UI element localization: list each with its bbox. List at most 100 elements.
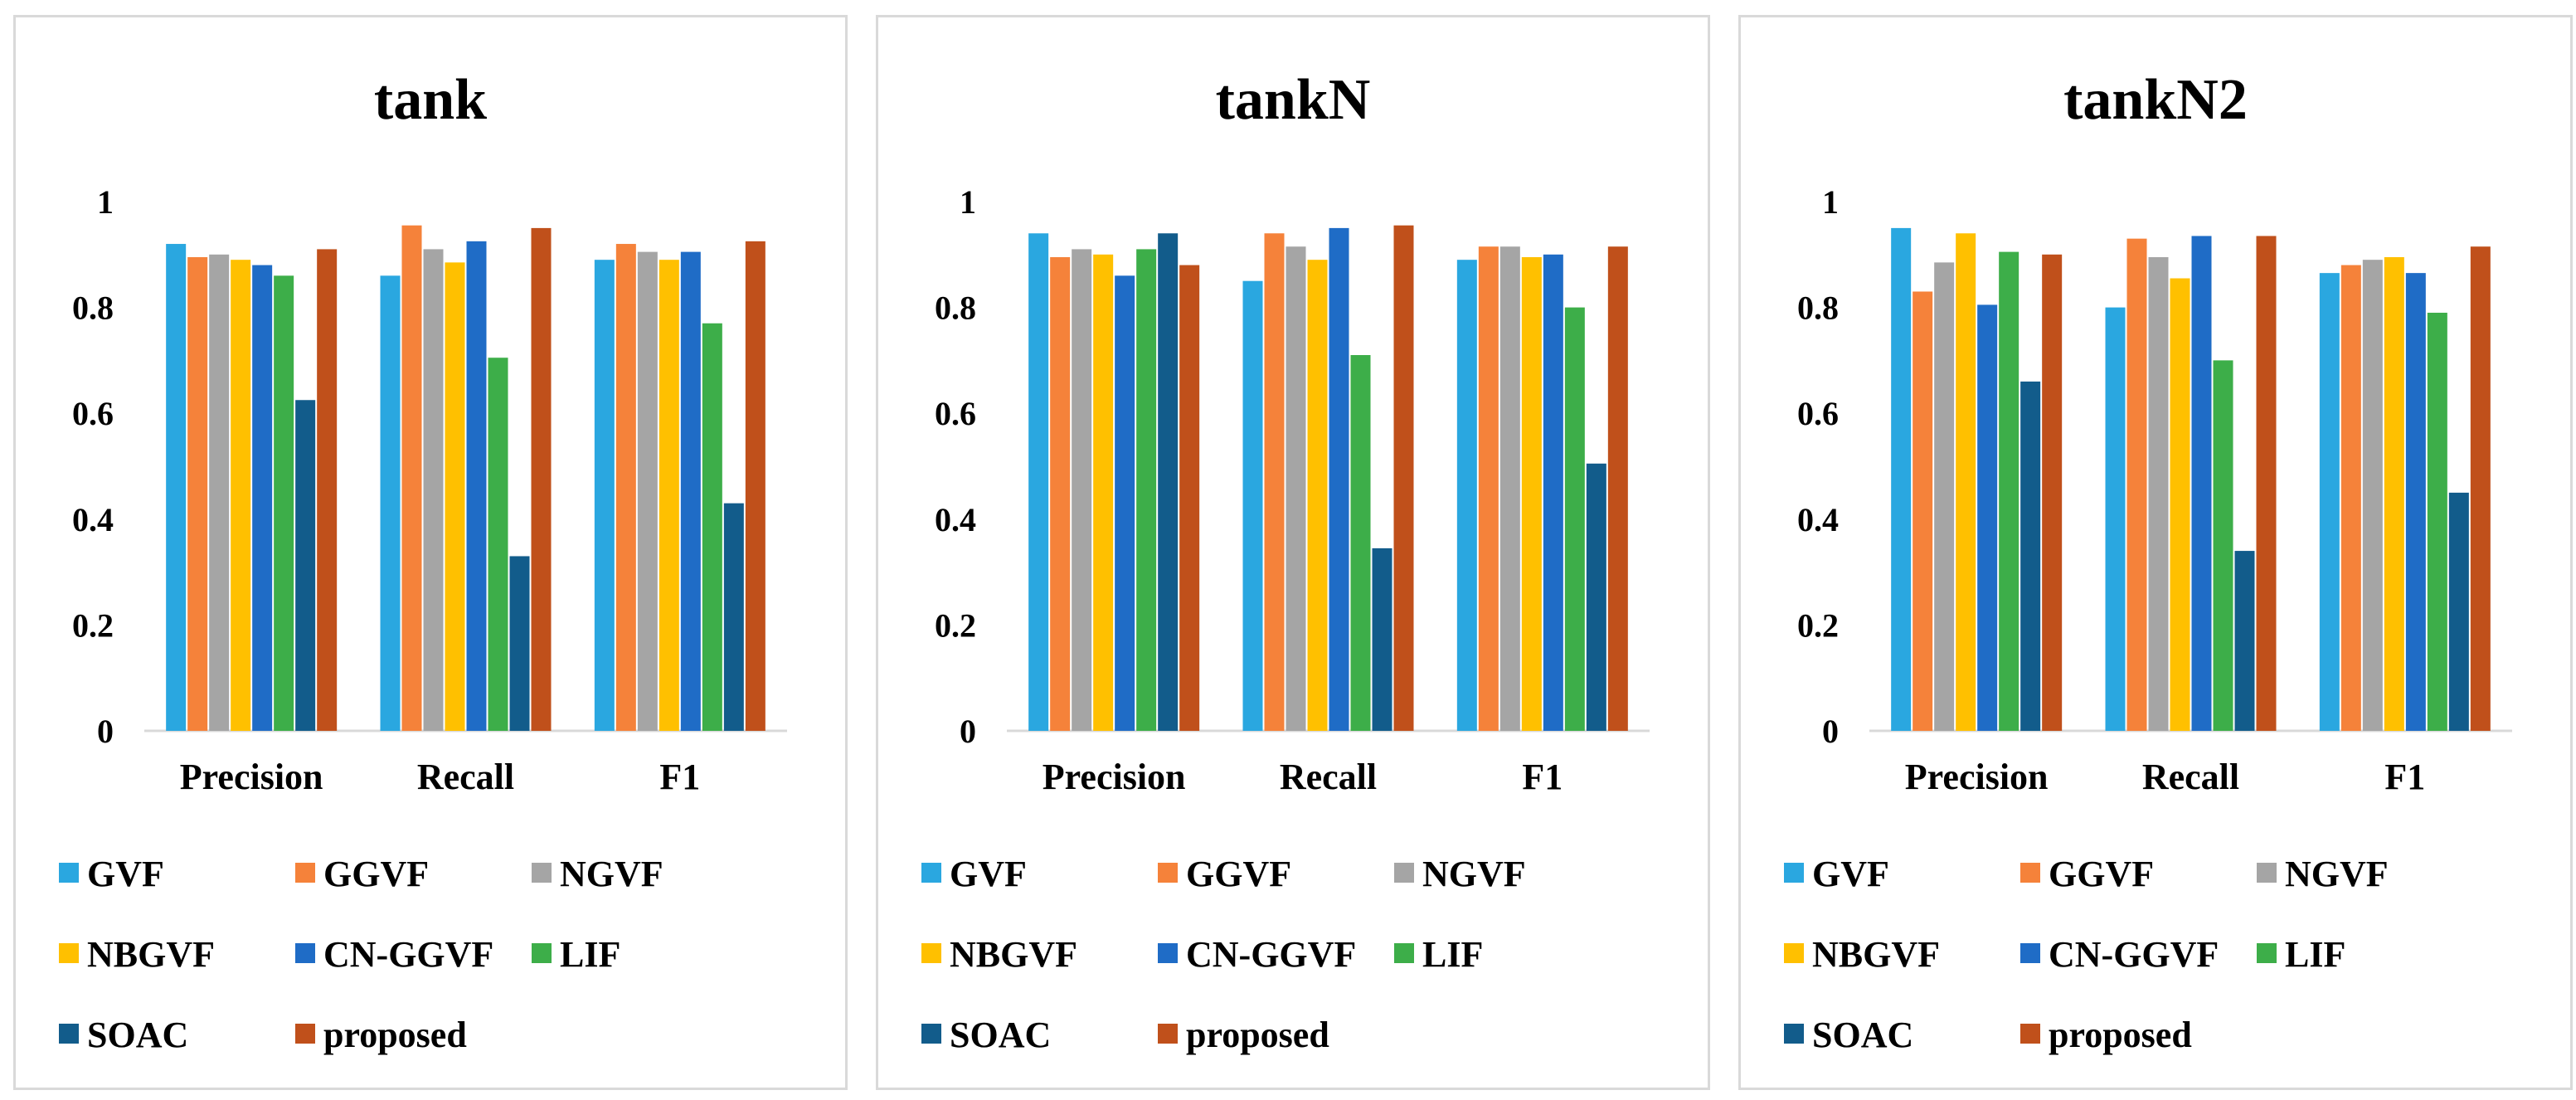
legend-swatch-proposed [1158, 1024, 1178, 1044]
bar-ngvf-recall [1286, 246, 1306, 732]
legend-swatch-cn-ggvf [1158, 943, 1178, 963]
bar-soac-recall [1372, 548, 1392, 731]
bar-proposed-precision [1179, 265, 1200, 731]
bar-ngvf-f1 [1499, 246, 1520, 732]
bar-soac-f1 [1586, 463, 1606, 731]
category-label: F1 [2384, 757, 2425, 797]
legend-label-nbgvf: NBGVF [87, 934, 215, 975]
bar-lif-precision [1999, 251, 2019, 731]
category-label: Precision [1905, 757, 2049, 797]
bar-cn-ggvf-precision [1977, 304, 1998, 731]
legend-label-nbgvf: NBGVF [950, 934, 1077, 975]
legend-label-ngvf: NGVF [2285, 854, 2389, 894]
legend-label-soac: SOAC [1812, 1015, 1913, 1055]
bar-ggvf-recall [2126, 238, 2147, 731]
bar-cn-ggvf-precision [1115, 275, 1135, 731]
bar-ngvf-f1 [2362, 260, 2383, 731]
legend-swatch-nbgvf [921, 943, 941, 963]
legend-swatch-cn-ggvf [295, 943, 315, 963]
legend-label-lif: LIF [1422, 934, 1483, 975]
legend-swatch-gvf [921, 863, 941, 883]
chart-tankN2: tankN2 0 0.2 0.4 0.6 0.8 1 Precision Recall F1 GVF… [1784, 68, 2512, 1055]
category-label: Recall [417, 757, 514, 797]
chart-panel-tank: tank 0 0.2 0.4 0.6 0.8 1 Precision Recall F1 GVF GG… [13, 15, 848, 1090]
legend-swatch-ngvf [532, 863, 552, 883]
bar-soac-f1 [723, 503, 744, 731]
chart-panel-tankN2: tankN2 0 0.2 0.4 0.6 0.8 1 Precision Recall F1 GVF… [1738, 15, 2573, 1090]
bar-proposed-recall [531, 227, 552, 731]
y-tick-label: 0.4 [72, 501, 114, 538]
legend-label-ngvf: NGVF [560, 854, 663, 894]
bar-cn-ggvf-precision [252, 265, 273, 731]
bar-nbgvf-f1 [2384, 256, 2404, 731]
bar-gvf-f1 [594, 260, 615, 731]
bar-ggvf-f1 [2340, 265, 2361, 731]
bar-proposed-recall [2256, 236, 2277, 732]
bar-nbgvf-f1 [659, 260, 679, 731]
legend-swatch-lif [1394, 943, 1414, 963]
y-tick-label: 0 [97, 713, 114, 750]
legend-swatch-gvf [1784, 863, 1804, 883]
legend-label-gvf: GVF [87, 854, 164, 894]
legend-swatch-soac [921, 1024, 941, 1044]
y-tick-label: 0.2 [72, 606, 114, 644]
legend-label-cn-ggvf: CN-GGVF [1186, 934, 1356, 975]
bar-nbgvf-precision [1956, 233, 1976, 731]
bar-gvf-f1 [1456, 260, 1477, 731]
bar-gvf-f1 [2319, 273, 2340, 731]
bar-nbgvf-precision [231, 260, 251, 731]
bar-ggvf-precision [1050, 256, 1071, 731]
y-tick-label: 1 [960, 183, 976, 221]
legend-label-lif: LIF [560, 934, 620, 975]
bar-ggvf-recall [1264, 233, 1285, 731]
legend-swatch-ggvf [2020, 863, 2040, 883]
bar-soac-precision [1158, 233, 1179, 731]
chart-title: tankN [1216, 68, 1371, 132]
bar-proposed-f1 [1607, 246, 1628, 732]
y-tick-label: 0.6 [1797, 395, 1839, 432]
y-tick-label: 0.8 [72, 290, 114, 327]
legend-swatch-soac [1784, 1024, 1804, 1044]
bar-lif-f1 [702, 323, 722, 731]
category-label: Precision [180, 757, 323, 797]
legend-swatch-cn-ggvf [2020, 943, 2040, 963]
legend-label-cn-ggvf: CN-GGVF [323, 934, 493, 975]
legend-swatch-proposed [295, 1024, 315, 1044]
legend-swatch-nbgvf [59, 943, 79, 963]
bar-ngvf-precision [1934, 262, 1955, 731]
legend-label-nbgvf: NBGVF [1812, 934, 1940, 975]
legend-label-soac: SOAC [87, 1015, 188, 1055]
y-tick-label: 0 [1822, 713, 1839, 750]
bar-gvf-recall [2105, 307, 2126, 731]
chart-panel-tankN: tankN 0 0.2 0.4 0.6 0.8 1 Precision Recall F1 GVF G… [876, 15, 1710, 1090]
legend-swatch-proposed [2020, 1024, 2040, 1044]
y-tick-label: 1 [1822, 183, 1839, 221]
y-tick-label: 1 [97, 183, 114, 221]
y-tick-label: 0.6 [72, 395, 114, 432]
y-tick-label: 0.6 [935, 395, 976, 432]
legend-label-proposed: proposed [323, 1015, 467, 1055]
bar-gvf-recall [380, 275, 401, 731]
legend-swatch-lif [2257, 943, 2277, 963]
bar-cn-ggvf-recall [2191, 236, 2212, 732]
bar-ngvf-f1 [637, 251, 658, 731]
y-tick-label: 0.8 [1797, 290, 1839, 327]
bar-proposed-precision [317, 249, 338, 731]
bar-ngvf-recall [2148, 256, 2169, 731]
legend-swatch-ngvf [1394, 863, 1414, 883]
bar-ggvf-precision [1913, 291, 1933, 732]
bar-soac-recall [509, 556, 530, 731]
bar-ngvf-recall [423, 249, 444, 731]
category-label: Recall [2142, 757, 2239, 797]
bar-soac-precision [2020, 381, 2041, 731]
chart-tankN: tankN 0 0.2 0.4 0.6 0.8 1 Precision Recall F1 GVF G… [921, 68, 1650, 1055]
category-label: Precision [1043, 757, 1186, 797]
chart-title: tankN2 [2063, 68, 2248, 132]
y-tick-label: 0 [960, 713, 976, 750]
bar-nbgvf-recall [445, 262, 465, 731]
bar-ngvf-precision [1072, 249, 1092, 731]
bar-soac-precision [295, 400, 316, 731]
y-tick-label: 0.4 [1797, 501, 1839, 538]
legend-label-gvf: GVF [950, 854, 1027, 894]
chart-tank: tank 0 0.2 0.4 0.6 0.8 1 Precision Recall F1 GVF GG… [59, 68, 787, 1055]
